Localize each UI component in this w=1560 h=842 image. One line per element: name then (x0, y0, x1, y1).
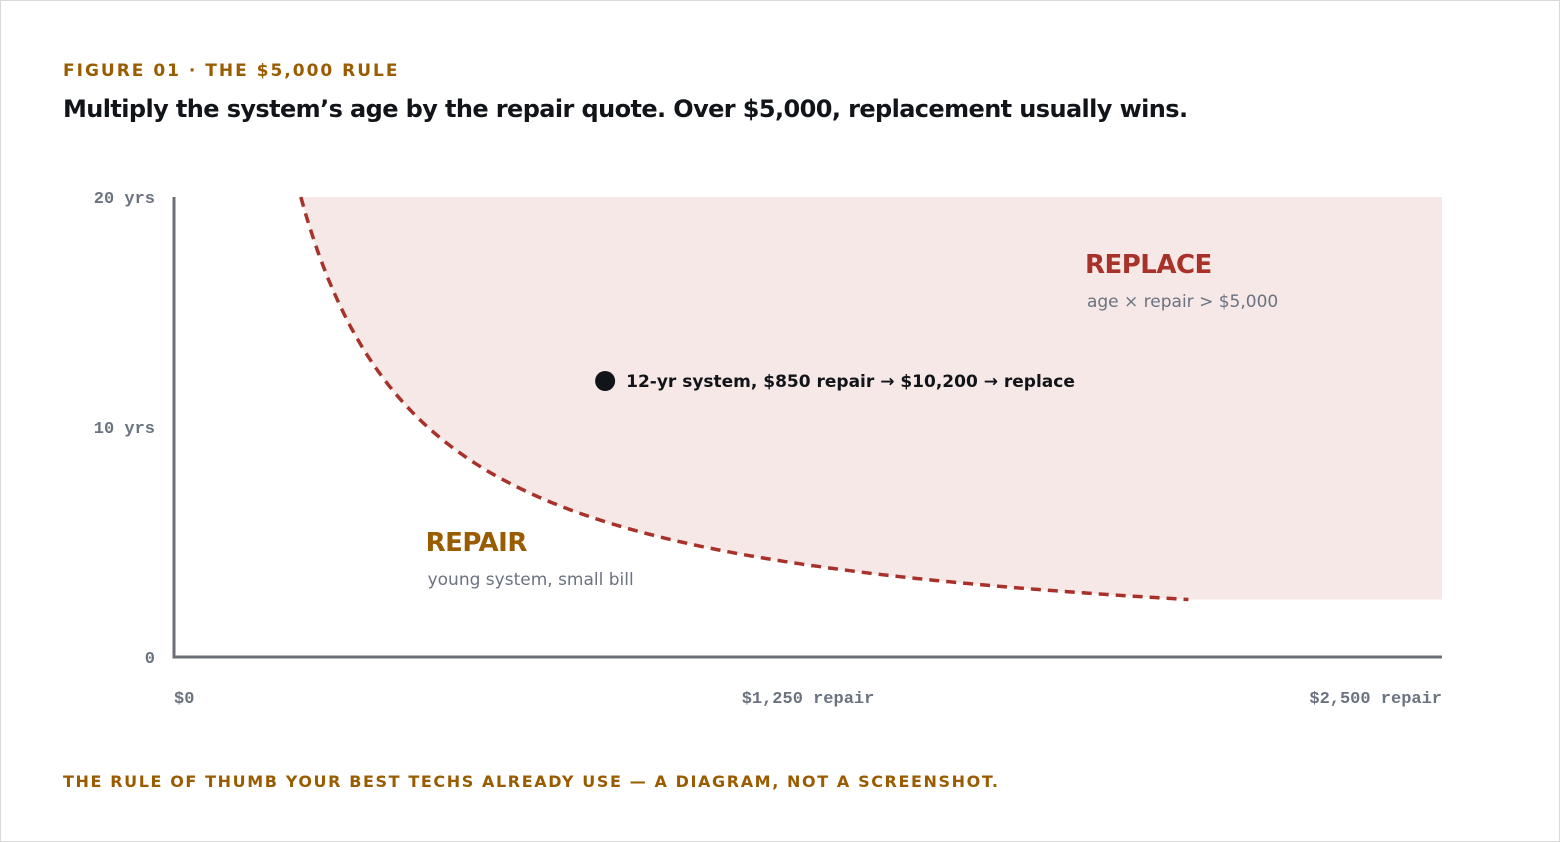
example-point (595, 371, 616, 391)
x-tick-label: $0 (174, 690, 194, 709)
figure-headline: Multiply the system’s age by the repair … (63, 95, 1188, 123)
region-subtitle-replace: age × repair > $5,000 (1087, 292, 1278, 312)
example-point-label: 12-yr system, $850 repair → $10,200 → re… (626, 372, 1075, 392)
figure-eyebrow: FIGURE 01 · THE $5,000 RULE (63, 61, 400, 81)
y-tick-labels: 0 10 yrs 20 yrs (94, 190, 155, 669)
threshold-curve (299, 196, 1189, 602)
region-subtitle-repair: young system, small bill (428, 570, 634, 590)
region-label-repair: REPAIR (426, 528, 528, 558)
x-tick-label: $2,500 repair (1309, 690, 1442, 709)
region-label-replace: REPLACE (1085, 250, 1212, 280)
footer-note: THE RULE OF THUMB YOUR BEST TECHS ALREAD… (63, 772, 1000, 791)
data-points: 12-yr system, $850 repair → $10,200 → re… (595, 371, 1075, 392)
y-tick-label: 20 yrs (94, 190, 155, 209)
y-tick-label: 0 (145, 650, 155, 669)
region-labels: REPLACE age × repair > $5,000 REPAIR young … (426, 250, 1279, 590)
x-tick-label: $1,250 repair (742, 690, 875, 709)
replace-region-area (300, 197, 1442, 600)
x-tick-labels: $0 $1,250 repair $2,500 repair (174, 690, 1442, 709)
y-tick-label: 10 yrs (94, 420, 155, 439)
